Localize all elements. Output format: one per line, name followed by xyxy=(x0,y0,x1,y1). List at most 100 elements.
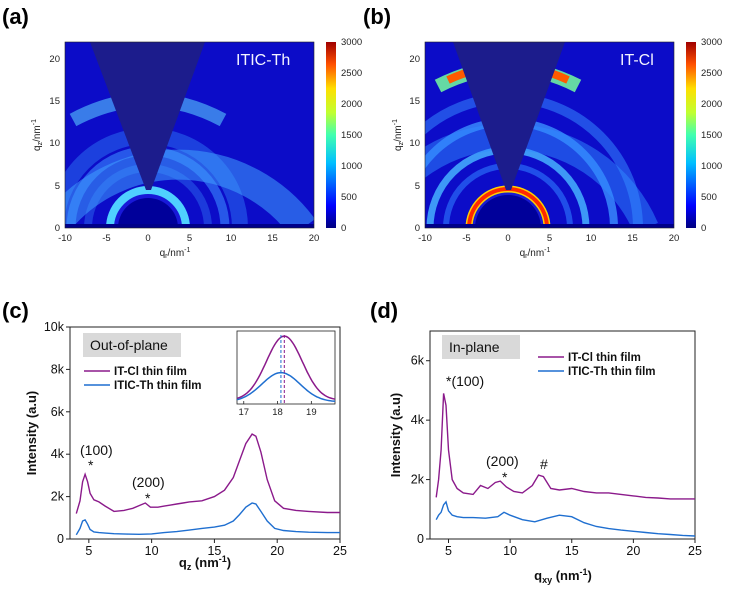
cbar-b-6: 3000 xyxy=(701,37,722,48)
tick-a-x-5: 15 xyxy=(267,233,278,244)
cbar-b-0: 0 xyxy=(701,223,706,234)
tick-b-y-4: 20 xyxy=(409,54,420,65)
annot-c-100-star: * xyxy=(88,457,94,473)
annot-d-200: (200) xyxy=(486,453,519,469)
panel-b-yticks: 0 5 10 15 20 xyxy=(409,54,420,234)
cbar-a-3: 1500 xyxy=(341,130,362,141)
colorbar-a xyxy=(326,42,336,228)
ytick-c-1: 2k xyxy=(51,490,65,504)
beamstop-b xyxy=(475,195,541,228)
xtick-c-0: 5 xyxy=(85,544,92,558)
tick-a-x-3: 5 xyxy=(187,233,192,244)
cbar-a-4: 2000 xyxy=(341,99,362,110)
cbar-b-5: 2500 xyxy=(701,68,722,79)
beamstop-a xyxy=(118,198,178,228)
annot-c-200: (200) xyxy=(132,474,165,490)
tick-a-x-2: 0 xyxy=(145,233,150,244)
cbar-a-5: 2500 xyxy=(341,68,362,79)
annot-d-100: *(100) xyxy=(446,373,484,389)
panel-d: (d) 5 10 15 20 25 0 2k 4k 6k In-plane IT-Cl thi… xyxy=(370,298,702,585)
legend-d-itcl: IT-Cl thin film xyxy=(568,352,641,364)
xtick-d-2: 15 xyxy=(565,544,579,558)
cbar-a-2: 1000 xyxy=(341,161,362,172)
panel-d-yticks: 0 2k 4k 6k xyxy=(411,354,430,546)
panel-d-xticks: 5 10 15 20 25 xyxy=(445,539,702,558)
series-d-it-cl xyxy=(435,393,695,500)
panel-d-ylabel: Intensity (a.u) xyxy=(388,393,403,478)
panel-c-series xyxy=(75,433,340,536)
xtick-d-3: 20 xyxy=(626,544,640,558)
tick-b-y-3: 15 xyxy=(409,96,420,107)
panel-c-box xyxy=(83,333,181,357)
panel-b: (b) IT-Cl -10 -5 0 5 10 xyxy=(363,4,722,260)
tick-b-x-2: 0 xyxy=(505,233,510,244)
legend-c-itic: ITIC-Th thin film xyxy=(114,380,202,392)
series-c-itic-th xyxy=(75,502,340,536)
ytick-c-2: 4k xyxy=(51,447,65,461)
tick-b-y-0: 0 xyxy=(415,223,420,234)
tick-a-y-2: 10 xyxy=(49,138,60,149)
panel-c-yticks: 0 2k 4k 6k 8k 10k xyxy=(44,320,70,546)
legend-c-itcl: IT-Cl thin film xyxy=(114,366,187,378)
inset-series xyxy=(237,335,335,404)
inset-xtick-0: 17 xyxy=(238,407,249,418)
tick-a-y-4: 20 xyxy=(49,54,60,65)
panel-b-heatmap xyxy=(425,42,674,228)
cbar-b-4: 2000 xyxy=(701,99,722,110)
tick-a-y-3: 15 xyxy=(49,96,60,107)
panel-b-ylabel: qz/nm-1 xyxy=(392,119,405,151)
panel-a-heatmap xyxy=(65,42,314,228)
panel-c-letter: (c) xyxy=(2,298,29,323)
colorbar-b xyxy=(686,42,696,228)
panel-c-legend: IT-Cl thin film ITIC-Th thin film xyxy=(84,366,202,392)
panel-d-box xyxy=(442,335,520,359)
tick-b-x-1: -5 xyxy=(462,233,470,244)
tick-b-y-2: 10 xyxy=(409,138,420,149)
xtick-c-2: 15 xyxy=(207,544,221,558)
cbar-a-1: 500 xyxy=(341,192,357,203)
panel-a-ylabel: qz/nm-1 xyxy=(31,119,44,151)
legend-d-itic: ITIC-Th thin film xyxy=(568,366,656,378)
xtick-c-4: 25 xyxy=(333,544,347,558)
inset-xtick-1: 18 xyxy=(272,407,283,418)
series-d-itic-th xyxy=(435,500,696,537)
panel-b-xlabel: qr/nm-1 xyxy=(520,247,551,260)
inset-xtick-2: 19 xyxy=(306,407,317,418)
panel-d-series xyxy=(435,393,696,537)
cbar-b-2: 1000 xyxy=(701,161,722,172)
ytick-c-4: 8k xyxy=(51,362,65,376)
arc-a-q18 xyxy=(65,149,314,228)
tick-b-y-1: 5 xyxy=(415,181,420,192)
panel-c-xlabel: qz (nm-1) xyxy=(179,554,231,572)
tick-a-x-0: -10 xyxy=(58,233,72,244)
panel-c-xticks: 5 10 15 20 25 xyxy=(85,539,347,558)
panel-a-yticks: 0 5 10 15 20 xyxy=(49,54,60,234)
xtick-d-0: 5 xyxy=(445,544,452,558)
tick-a-x-6: 20 xyxy=(309,233,320,244)
colorbar-a-ticks: 0 500 1000 1500 2000 2500 3000 xyxy=(341,37,362,234)
panel-d-box-label: In-plane xyxy=(449,339,500,355)
inset-series-itic-th xyxy=(237,371,335,403)
panel-d-xlabel: qxy (nm-1) xyxy=(534,567,592,585)
cbar-b-3: 1500 xyxy=(701,130,722,141)
cbar-a-0: 0 xyxy=(341,223,346,234)
panel-c-box-label: Out-of-plane xyxy=(90,337,168,353)
ytick-d-3: 6k xyxy=(411,354,425,368)
panel-b-title: IT-Cl xyxy=(620,52,654,69)
wedge-b xyxy=(453,42,565,190)
panel-b-xticks: -10 -5 0 5 10 15 20 xyxy=(418,233,679,244)
panel-c-inset: 17 18 19 xyxy=(236,330,336,418)
annot-c-100: (100) xyxy=(80,442,113,458)
panel-b-letter: (b) xyxy=(363,4,391,29)
panel-a-xticks: -10 -5 0 5 10 15 20 xyxy=(58,233,319,244)
ytick-d-2: 4k xyxy=(411,413,425,427)
ytick-c-3: 6k xyxy=(51,405,65,419)
panel-a-xlabel: qr/nm-1 xyxy=(160,247,191,260)
xtick-c-1: 10 xyxy=(145,544,159,558)
cbar-a-6: 3000 xyxy=(341,37,362,48)
panel-d-letter: (d) xyxy=(370,298,398,323)
tick-a-y-1: 5 xyxy=(55,181,60,192)
tick-b-x-6: 20 xyxy=(669,233,680,244)
